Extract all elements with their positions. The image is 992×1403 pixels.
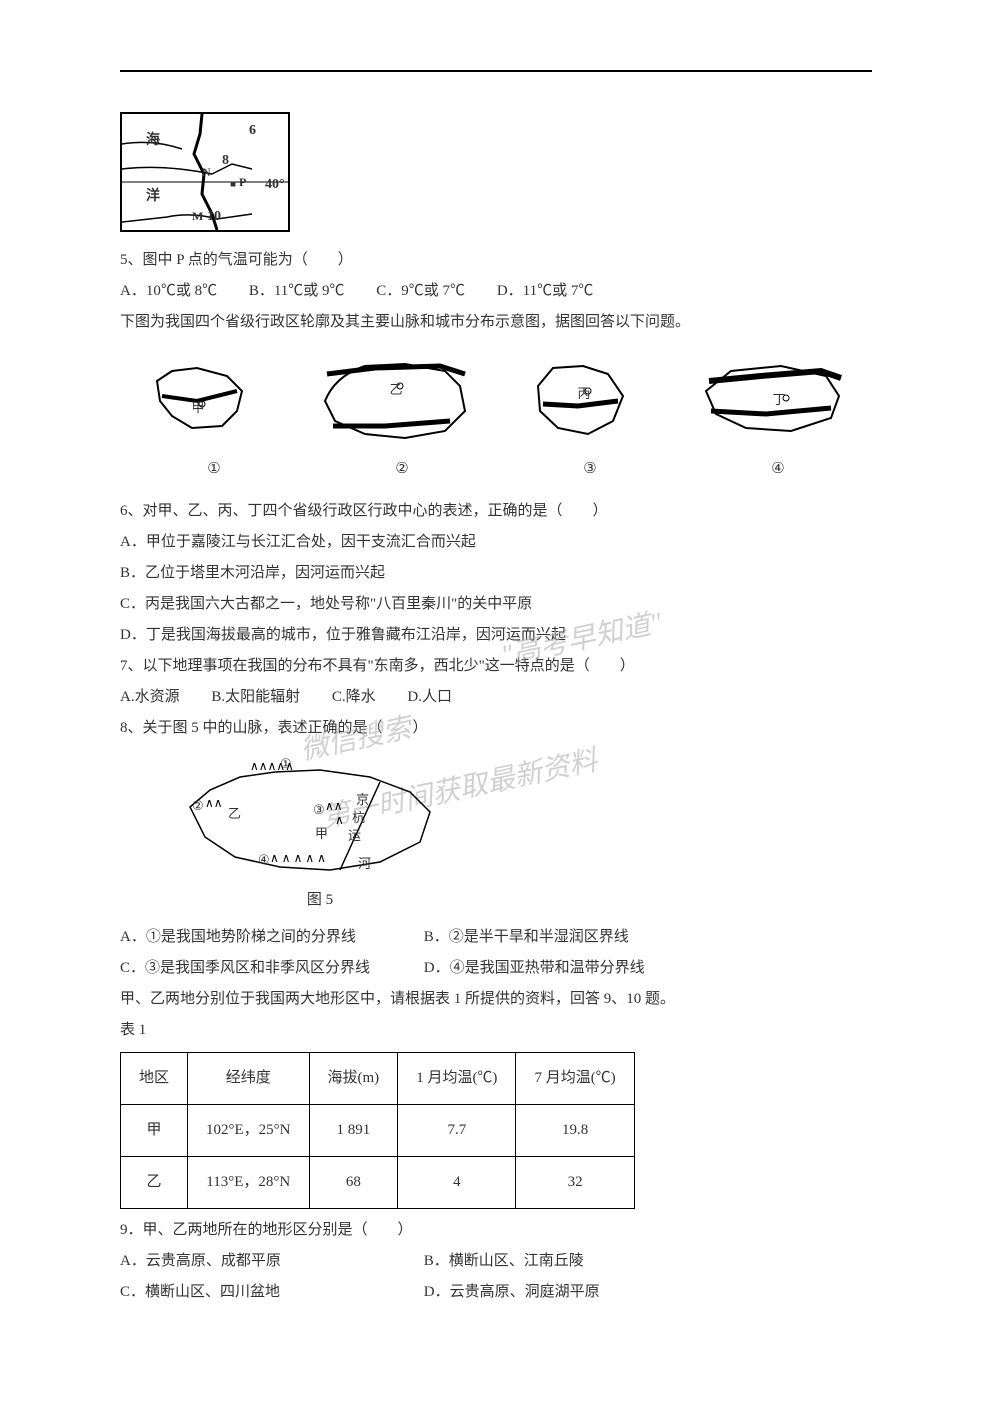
province-3: 丙	[518, 356, 648, 446]
q9-opts-row1: A．云贵高原、成都平原 B．横断山区、江南丘陵	[120, 1248, 872, 1275]
question-6-text: 6、对甲、乙、丙、丁四个省级行政区行政中心的表述，正确的是（ ）	[120, 498, 872, 525]
prov-num-1: ①	[207, 456, 220, 483]
td-jan-0: 7.7	[398, 1105, 516, 1157]
fig5-caption: 图 5	[180, 887, 460, 914]
province-1: 甲	[142, 356, 272, 446]
map-label-hai: 海	[146, 128, 160, 153]
q8-opts-row1: A．①是我国地势阶梯之间的分界线 B．②是半干旱和半湿润区界线	[120, 924, 872, 951]
q5-opt-c: C．9℃或 7℃	[376, 278, 465, 305]
q7-opt-d: D.人口	[407, 684, 452, 711]
svg-text:∧∧: ∧∧	[325, 799, 343, 813]
td-elev-0: 1 891	[309, 1105, 398, 1157]
q8-opt-b: B．②是半干旱和半湿润区界线	[424, 924, 629, 951]
svg-text:∧∧: ∧∧	[205, 796, 223, 810]
map-label-p: P	[239, 172, 246, 194]
td-elev-1: 68	[309, 1157, 398, 1209]
map-label-m: M	[192, 206, 203, 228]
mountain-figure-q8: ∧∧∧∧∧ ∧∧ ∧∧ ∧ ∧ ∧ ∧ ∧ ∧ ① ② ③ ④ 甲 乙 京 杭 …	[180, 752, 460, 882]
th-jan: 1 月均温(℃)	[398, 1053, 516, 1105]
q7-opt-b: B.太阳能辐射	[211, 684, 300, 711]
prov-num-2: ②	[395, 456, 408, 483]
q7-opt-c: C.降水	[332, 684, 376, 711]
province-4: 丁	[691, 356, 851, 446]
td-region-0: 甲	[121, 1105, 188, 1157]
q9-opt-c: C．横断山区、四川盆地	[120, 1279, 420, 1306]
td-coords-1: 113°E，28°N	[188, 1157, 310, 1209]
th-elevation: 海拔(m)	[309, 1053, 398, 1105]
prov-num-4: ④	[771, 456, 784, 483]
map-label-40: 40°	[265, 172, 285, 197]
map-label-yang: 洋	[146, 184, 160, 209]
map-point-p: ■	[230, 176, 236, 194]
q6-opt-c: C．丙是我国六大古都之一，地处号称"八百里秦川"的关中平原	[120, 591, 872, 618]
data-table: 地区 经纬度 海拔(m) 1 月均温(℃) 7 月均温(℃) 甲 102°E，2…	[120, 1052, 635, 1209]
table-header-row: 地区 经纬度 海拔(m) 1 月均温(℃) 7 月均温(℃)	[121, 1053, 635, 1105]
question-5-text: 5、图中 P 点的气温可能为（ ）	[120, 247, 872, 274]
table-label: 表 1	[120, 1017, 872, 1044]
q7-opt-a: A.水资源	[120, 684, 180, 711]
q8-opts-row2: C．③是我国季风区和非季风区分界线 D．④是我国亚热带和温带分界线	[120, 955, 872, 982]
q6-opt-b: B．乙位于塔里木河沿岸，因河运而兴起	[120, 560, 872, 587]
q9-opt-d: D．云贵高原、洞庭湖平原	[424, 1279, 600, 1306]
map-label-n: N	[202, 162, 211, 184]
question-5-options: A．10℃或 8℃ B．11℃或 9℃ C．9℃或 7℃ D．11℃或 7℃	[120, 278, 872, 305]
q5-opt-b: B．11℃或 9℃	[249, 278, 345, 305]
header-divider	[120, 70, 872, 72]
th-region: 地区	[121, 1053, 188, 1105]
td-region-1: 乙	[121, 1157, 188, 1209]
prov-num-3: ③	[583, 456, 596, 483]
q8-opt-d: D．④是我国亚热带和温带分界线	[424, 955, 645, 982]
question-7-text: 7、以下地理事项在我国的分布不具有"东南多，西北少"这一特点的是（ ）	[120, 653, 872, 680]
th-jul: 7 月均温(℃)	[516, 1053, 634, 1105]
svg-text:∧ ∧ ∧ ∧ ∧: ∧ ∧ ∧ ∧ ∧	[270, 851, 326, 865]
q9-opts-row2: C．横断山区、四川盆地 D．云贵高原、洞庭湖平原	[120, 1279, 872, 1306]
q5-opt-d: D．11℃或 7℃	[497, 278, 594, 305]
question-9-text: 9．甲、乙两地所在的地形区分别是（ ）	[120, 1217, 872, 1244]
intro-6: 下图为我国四个省级行政区轮廓及其主要山脉和城市分布示意图，据图回答以下问题。	[120, 309, 872, 336]
map-label-6: 6	[249, 118, 256, 143]
map-label-8: 8	[222, 148, 229, 173]
th-coords: 经纬度	[188, 1053, 310, 1105]
q8-opt-c: C．③是我国季风区和非季风区分界线	[120, 955, 420, 982]
province-maps: 甲 乙 丙 丁	[120, 356, 872, 446]
q9-opt-b: B．横断山区、江南丘陵	[424, 1248, 584, 1275]
td-jul-1: 32	[516, 1157, 634, 1209]
question-7-options: A.水资源 B.太阳能辐射 C.降水 D.人口	[120, 684, 872, 711]
td-coords-0: 102°E，25°N	[188, 1105, 310, 1157]
province-2: 乙	[315, 356, 475, 446]
province-numbers: ① ② ③ ④	[120, 456, 872, 483]
table-row: 乙 113°E，28°N 68 4 32	[121, 1157, 635, 1209]
map-figure-q5: 海 洋 6 8 10 40° N M P ■	[120, 112, 290, 232]
map-label-10: 10	[207, 204, 221, 229]
q9-opt-a: A．云贵高原、成都平原	[120, 1248, 420, 1275]
svg-text:∧: ∧	[335, 813, 344, 827]
question-8-text: 8、关于图 5 中的山脉，表述正确的是（ ）	[120, 715, 872, 742]
td-jul-0: 19.8	[516, 1105, 634, 1157]
q6-opt-d: D．丁是我国海拔最高的城市，位于雅鲁藏布江沿岸，因河运而兴起	[120, 622, 872, 649]
q5-opt-a: A．10℃或 8℃	[120, 278, 217, 305]
td-jan-1: 4	[398, 1157, 516, 1209]
q6-opt-a: A．甲位于嘉陵江与长江汇合处，因干支流汇合而兴起	[120, 529, 872, 556]
table-row: 甲 102°E，25°N 1 891 7.7 19.8	[121, 1105, 635, 1157]
q8-opt-a: A．①是我国地势阶梯之间的分界线	[120, 924, 420, 951]
intro-9: 甲、乙两地分别位于我国两大地形区中，请根据表 1 所提供的资料，回答 9、10 …	[120, 986, 872, 1013]
